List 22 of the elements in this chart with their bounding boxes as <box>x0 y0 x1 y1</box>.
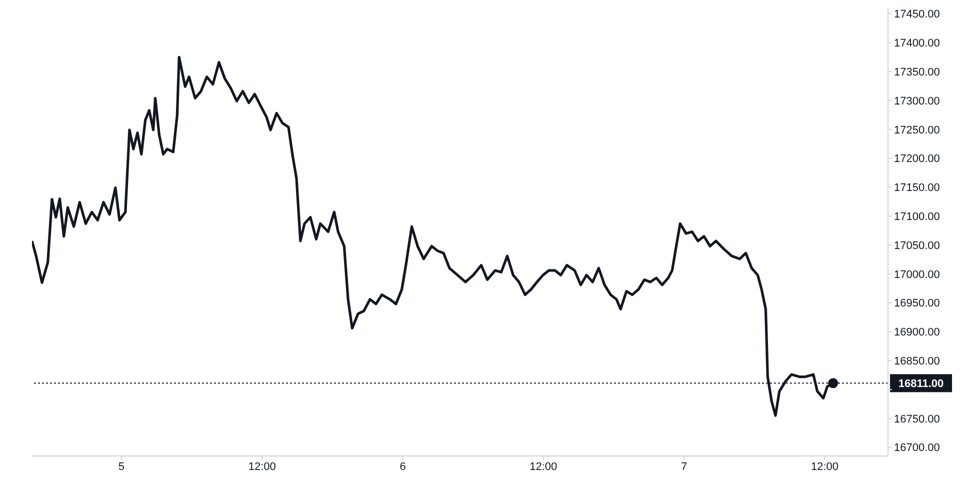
ref-line-label: 16811.00 <box>898 378 944 390</box>
x-tick-label: 12:00 <box>810 460 838 473</box>
y-tick-label: 17250.00 <box>894 124 940 136</box>
y-tick-label: 17200.00 <box>894 153 940 166</box>
y-tick-label: 16900.00 <box>894 326 940 339</box>
x-tick-label: 5 <box>118 460 125 473</box>
x-tick-label: 7 <box>681 460 688 473</box>
y-tick-label: 16700.00 <box>894 442 940 454</box>
y-tick-label: 17450.00 <box>894 8 940 21</box>
y-tick-label: 17050.00 <box>894 240 940 252</box>
y-tick-label: 17000.00 <box>894 268 940 281</box>
y-tick-label: 16850.00 <box>894 356 940 368</box>
x-tick-label: 12:00 <box>530 460 558 473</box>
y-tick-label: 17400.00 <box>894 38 940 50</box>
y-tick-label: 17350.00 <box>894 66 940 78</box>
y-tick-label: 16950.00 <box>894 298 940 310</box>
y-tick-label: 17150.00 <box>894 182 940 194</box>
x-tick-label: 12:00 <box>248 460 276 473</box>
y-tick-label: 16750.00 <box>894 413 940 426</box>
x-tick-label: 6 <box>400 460 406 473</box>
y-tick-label: 17300.00 <box>894 95 940 108</box>
y-tick-label: 17100.00 <box>894 211 940 224</box>
